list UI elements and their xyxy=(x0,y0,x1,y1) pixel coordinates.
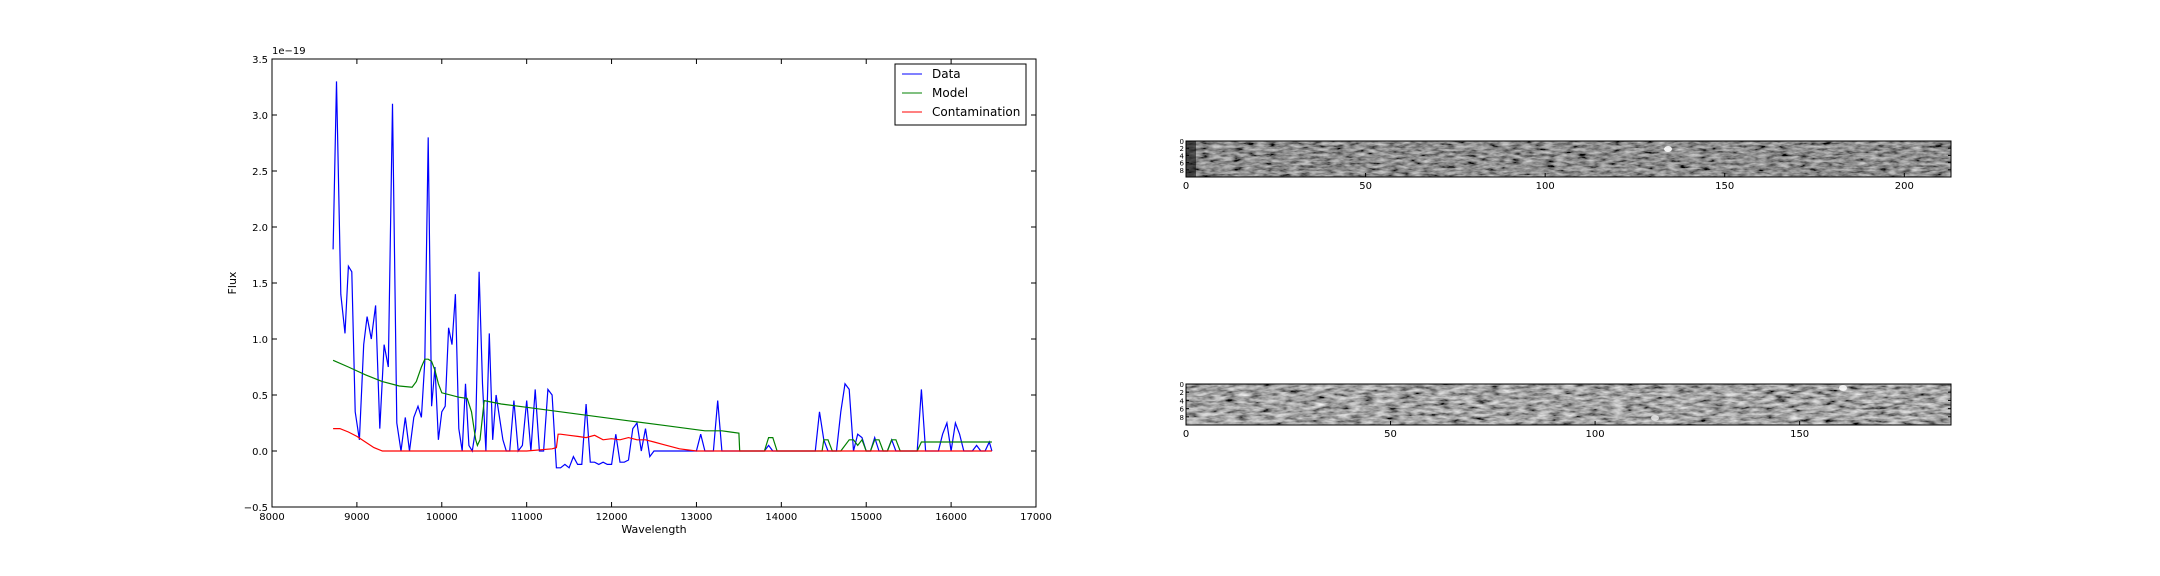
image-y-tick-label: 4 xyxy=(1180,397,1185,405)
spectrum-plot: 8000 9000 10000 11000 12000 13000 14000 15000 16… xyxy=(226,46,1052,536)
image-bright-spot xyxy=(1664,146,1672,152)
legend-label-model: Model xyxy=(932,86,968,100)
image-dark-edge xyxy=(1186,141,1196,177)
x-tick-label: 10000 xyxy=(426,512,458,523)
y-tick-label: 2.5 xyxy=(252,167,268,178)
image-x-tick-label: 150 xyxy=(1715,181,1734,192)
image-y-tick-label: 6 xyxy=(1180,406,1185,414)
image-y-tick-label: 2 xyxy=(1180,145,1184,153)
x-axis-ticks: 8000 9000 10000 11000 12000 13000 14000 15000 16… xyxy=(259,59,1052,523)
y-tick-label: 0.5 xyxy=(252,391,268,402)
x-tick-label: 11000 xyxy=(511,512,543,523)
image-x-tick-label: 50 xyxy=(1384,429,1397,440)
series-line-contamination xyxy=(333,428,992,452)
image-y-tick-label: 8 xyxy=(1180,414,1184,422)
image-x-tick-label: 0 xyxy=(1183,429,1189,440)
image-bright-spot xyxy=(1839,385,1847,391)
image-frame xyxy=(1185,383,1952,426)
image-x-tick-label: 0 xyxy=(1183,181,1189,192)
image-x-tick-label: 150 xyxy=(1790,429,1809,440)
x-tick-label: 8000 xyxy=(259,512,284,523)
y-tick-label: 2.0 xyxy=(252,223,268,234)
image-x-tick-label: 100 xyxy=(1536,181,1555,192)
x-tick-label: 15000 xyxy=(850,512,882,523)
y-axis-label: Flux xyxy=(226,271,239,294)
x-tick-label: 13000 xyxy=(681,512,713,523)
image-x-tick-label: 100 xyxy=(1586,429,1605,440)
image-x-tick-label: 50 xyxy=(1359,181,1372,192)
y-tick-label: 1.5 xyxy=(252,279,268,290)
plot-background xyxy=(272,59,1036,507)
x-tick-label: 14000 xyxy=(765,512,797,523)
y-tick-label: 0.0 xyxy=(252,447,268,458)
image-y-tick-label: 8 xyxy=(1180,167,1184,175)
x-tick-label: 17000 xyxy=(1020,512,1052,523)
image-y-tick-label: 4 xyxy=(1180,152,1185,160)
x-tick-label: 16000 xyxy=(935,512,967,523)
y-tick-label: −0.5 xyxy=(244,503,268,514)
image-y-tick-label: 6 xyxy=(1180,160,1185,168)
image-bright-spot xyxy=(1651,415,1659,421)
image-frame xyxy=(1185,140,1952,178)
legend: Data Model Contamination xyxy=(894,63,1027,126)
image-x-tick-label: 200 xyxy=(1895,181,1914,192)
image-y-tick-label: 0 xyxy=(1180,138,1184,146)
legend-label-data: Data xyxy=(932,67,961,81)
legend-label-contamination: Contamination xyxy=(932,105,1020,119)
y-axis-ticks: −0.5 0.0 0.5 1.0 1.5 2.0 2.5 3.0 3.5 xyxy=(244,55,1036,514)
y-offset-text: 1e−19 xyxy=(272,46,306,57)
image-y-tick-label: 0 xyxy=(1180,381,1184,389)
image-y-tick-label: 2 xyxy=(1180,389,1184,397)
image-pixels xyxy=(1186,141,1951,177)
y-tick-label: 1.0 xyxy=(252,335,268,346)
image-x-ticks: 0 50 100 150 xyxy=(1183,421,1809,440)
y-tick-label: 3.0 xyxy=(252,111,268,122)
x-tick-label: 12000 xyxy=(596,512,628,523)
image-x-ticks: 0 50 100 150 200 xyxy=(1183,173,1914,192)
image-pixels xyxy=(1186,384,1951,425)
series-lines xyxy=(332,81,993,469)
x-tick-label: 9000 xyxy=(344,512,369,523)
y-tick-label: 3.5 xyxy=(252,55,268,66)
x-axis-label: Wavelength xyxy=(621,523,686,536)
